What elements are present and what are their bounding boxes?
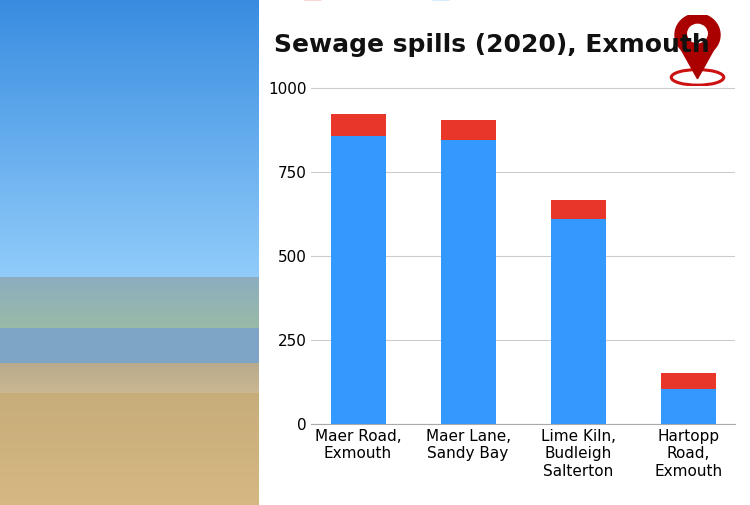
Legend: Number of, Total duration (hours): Number of, Total duration (hours) (304, 0, 640, 2)
Text: Sewage spills (2020), Exmouth: Sewage spills (2020), Exmouth (274, 33, 710, 57)
Circle shape (688, 24, 707, 43)
Bar (440, 120, 496, 140)
Bar (661, 373, 716, 389)
Bar (661, 389, 716, 424)
Polygon shape (681, 49, 714, 79)
Bar (550, 219, 606, 424)
Polygon shape (675, 14, 720, 56)
Bar (550, 199, 606, 219)
Bar (331, 114, 386, 136)
Bar (331, 136, 386, 424)
Bar (440, 140, 496, 424)
